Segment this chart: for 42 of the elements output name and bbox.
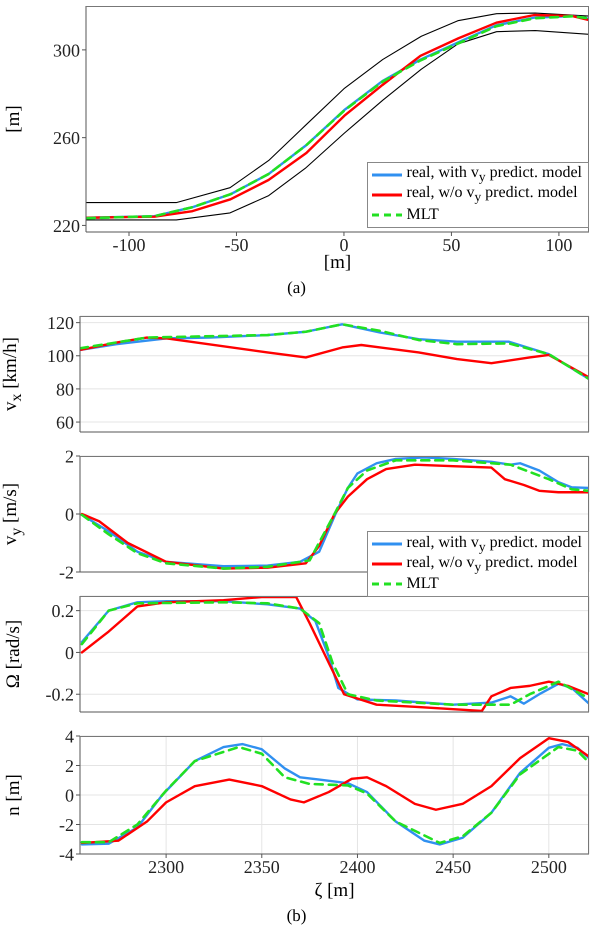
y-tick-label: 0 bbox=[65, 785, 74, 806]
y-tick-label: 2 bbox=[65, 446, 74, 466]
legend-label: real, w/o v$_{y}$ predict. model bbox=[406, 184, 578, 206]
y-tick-label: -2 bbox=[59, 814, 74, 835]
x-tick-label: 2500 bbox=[530, 856, 567, 877]
y-tick-label: 300 bbox=[53, 40, 80, 60]
y-tick-label: 220 bbox=[53, 216, 80, 236]
y-axis-title: [m] bbox=[3, 105, 24, 133]
x-tick-label: 2300 bbox=[148, 856, 184, 877]
y-tick-label: 60 bbox=[56, 412, 74, 432]
text: (b) bbox=[286, 906, 308, 926]
y-tick-label: 4 bbox=[65, 726, 74, 746]
x-axis-title: [m] bbox=[324, 252, 352, 273]
legend-label: real, with v$_{y}$ predict. model bbox=[406, 534, 582, 555]
y-tick-label: 0 bbox=[65, 642, 74, 663]
y-tick-label: 120 bbox=[47, 313, 74, 334]
legend-label: MLT bbox=[406, 575, 439, 594]
legend-label: real, with v$_{y}$ predict. model bbox=[406, 164, 582, 186]
x-tick-label: 50 bbox=[442, 234, 460, 255]
y-tick-label: 100 bbox=[47, 346, 74, 366]
y-axis-title: n [m] bbox=[3, 774, 24, 816]
x-tick-label: 2450 bbox=[435, 856, 472, 877]
y-tick-label: 0 bbox=[65, 504, 74, 524]
x-axis-title: ζ [m] bbox=[313, 880, 356, 902]
y-tick-label: 80 bbox=[56, 379, 74, 400]
x-tick-label: 2350 bbox=[244, 856, 280, 877]
x-tick-label: 0 bbox=[339, 234, 348, 255]
x-tick-label: -100 bbox=[112, 234, 146, 255]
y-tick-label: -0.2 bbox=[46, 684, 74, 705]
x-tick-label: 2400 bbox=[339, 856, 376, 877]
line-series bbox=[80, 336, 589, 379]
y-tick-label: -2 bbox=[59, 562, 74, 582]
y-tick-label: 0.2 bbox=[52, 601, 74, 622]
legend-label: MLT bbox=[406, 206, 439, 224]
x-tick-label: 100 bbox=[545, 234, 572, 255]
y-tick-label: 2 bbox=[65, 756, 74, 776]
y-tick-label: -4 bbox=[59, 844, 74, 864]
text: (a) bbox=[286, 278, 307, 298]
x-tick-label: -50 bbox=[224, 234, 248, 255]
y-axis-title: Ω [rad/s] bbox=[3, 620, 24, 688]
legend-label: real, w/o v$_{y}$ predict. model bbox=[406, 554, 578, 575]
y-tick-label: 260 bbox=[53, 128, 80, 148]
